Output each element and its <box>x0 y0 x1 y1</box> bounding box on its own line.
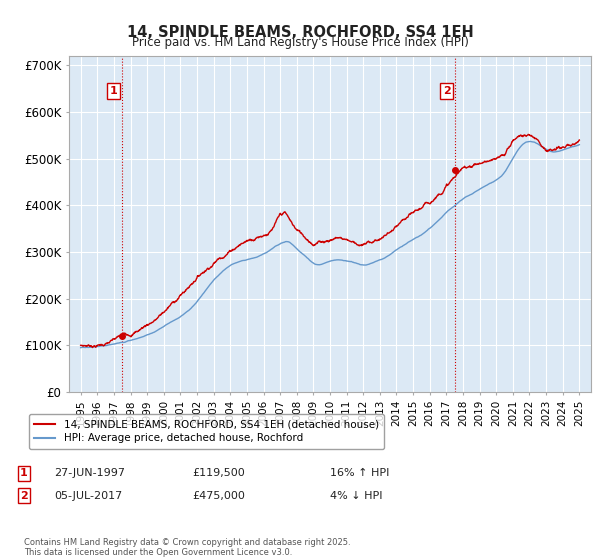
Text: £475,000: £475,000 <box>192 491 245 501</box>
Text: 1: 1 <box>110 86 118 96</box>
Text: Contains HM Land Registry data © Crown copyright and database right 2025.
This d: Contains HM Land Registry data © Crown c… <box>24 538 350 557</box>
Text: 05-JUL-2017: 05-JUL-2017 <box>54 491 122 501</box>
Text: 27-JUN-1997: 27-JUN-1997 <box>54 468 125 478</box>
Text: £119,500: £119,500 <box>192 468 245 478</box>
Text: 1: 1 <box>20 468 28 478</box>
Text: 16% ↑ HPI: 16% ↑ HPI <box>330 468 389 478</box>
Text: 14, SPINDLE BEAMS, ROCHFORD, SS4 1EH: 14, SPINDLE BEAMS, ROCHFORD, SS4 1EH <box>127 25 473 40</box>
Text: 4% ↓ HPI: 4% ↓ HPI <box>330 491 383 501</box>
Legend: 14, SPINDLE BEAMS, ROCHFORD, SS4 1EH (detached house), HPI: Average price, detac: 14, SPINDLE BEAMS, ROCHFORD, SS4 1EH (de… <box>29 414 384 449</box>
Text: Price paid vs. HM Land Registry's House Price Index (HPI): Price paid vs. HM Land Registry's House … <box>131 36 469 49</box>
Text: 2: 2 <box>20 491 28 501</box>
Text: 2: 2 <box>443 86 451 96</box>
